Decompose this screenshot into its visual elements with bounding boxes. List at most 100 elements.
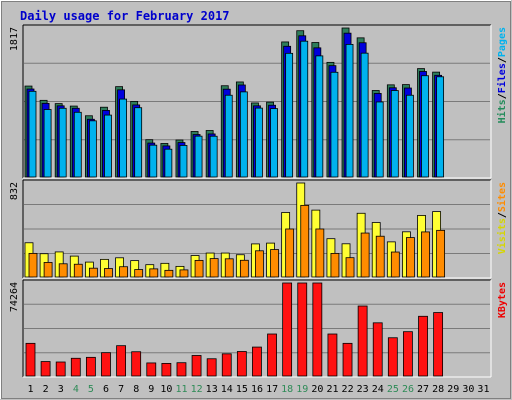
x-tick-label-7: 7: [118, 384, 124, 395]
x-tick-label-28: 28: [432, 384, 444, 395]
panel-max-label: 74264: [9, 282, 20, 312]
x-tick-label-6: 6: [103, 384, 109, 395]
bar-pages-day-24: [375, 101, 384, 178]
series-kbytes: [25, 282, 444, 377]
bar-sites-day-15: [239, 259, 249, 278]
bar-pages-day-28: [436, 76, 445, 178]
series-label-files: Files: [496, 63, 508, 93]
bar-sites-day-8: [134, 269, 144, 278]
bar-sites-day-19: [300, 204, 310, 278]
bar-kbytes-day-5: [85, 356, 96, 377]
bar-sites-day-24: [375, 235, 385, 278]
bar-kbytes-day-9: [146, 362, 157, 377]
panel-series-labels: KBytes: [497, 282, 508, 318]
bar-kbytes-day-12: [191, 355, 202, 377]
bar-kbytes-day-11: [176, 362, 187, 377]
bar-pages-day-14: [224, 94, 233, 178]
bar-sites-day-7: [119, 266, 128, 278]
x-tick-label-21: 21: [326, 384, 338, 395]
bar-pages-day-4: [73, 111, 82, 178]
bar-pages-day-27: [421, 75, 429, 178]
bar-kbytes-day-10: [161, 363, 172, 377]
bar-pages-day-17: [270, 108, 278, 178]
x-tick-label-23: 23: [357, 384, 369, 395]
panel-series-labels: Hits/Files/Pages: [496, 27, 508, 123]
bar-kbytes-day-18: [282, 282, 293, 377]
bar-sites-day-18: [285, 228, 295, 278]
bar-sites-day-16: [255, 250, 264, 278]
bar-pages-day-5: [88, 120, 97, 178]
x-tick-label-16: 16: [251, 384, 263, 395]
bar-kbytes-day-14: [221, 353, 232, 377]
series-label-visits: Visits: [496, 218, 508, 254]
bar-kbytes-day-19: [297, 282, 308, 377]
bar-sites-day-14: [224, 258, 234, 278]
bar-kbytes-day-4: [70, 357, 81, 377]
bar-kbytes-day-1: [25, 342, 36, 377]
panel-sites-visits: 832 Visits/Sites: [9, 179, 508, 279]
x-tick-label-19: 19: [296, 384, 308, 395]
bar-kbytes-day-3: [55, 361, 66, 377]
bar-pages-day-6: [104, 114, 112, 178]
bar-kbytes-day-28: [433, 312, 444, 377]
x-tick-label-20: 20: [311, 384, 323, 395]
bar-sites-day-22: [345, 257, 355, 278]
panel-kbytes: 74264 KBytes: [9, 279, 508, 378]
x-tick-label-13: 13: [206, 384, 218, 395]
bar-sites-day-28: [436, 229, 446, 278]
bar-pages-day-12: [194, 135, 203, 178]
bar-kbytes-day-25: [387, 337, 398, 377]
bar-pages-day-15: [239, 91, 248, 178]
bar-pages-day-18: [285, 52, 294, 178]
bar-pages-day-2: [43, 109, 52, 178]
x-tick-label-15: 15: [236, 384, 248, 395]
chart-panels: 1817Hits/Files/Pages832Visits/Sites74264…: [9, 24, 508, 378]
bar-kbytes-day-23: [357, 305, 368, 377]
bar-pages-day-16: [255, 107, 263, 178]
bar-sites-day-12: [194, 259, 204, 278]
bar-kbytes-day-16: [252, 346, 262, 377]
bar-kbytes-day-15: [236, 351, 247, 377]
series-label-: /: [497, 57, 508, 63]
x-tick-label-18: 18: [281, 384, 293, 395]
bar-sites-day-3: [58, 263, 68, 278]
x-tick-label-26: 26: [402, 384, 414, 395]
x-tick-label-27: 27: [417, 384, 429, 395]
bar-kbytes-day-6: [101, 352, 111, 377]
panel-max-label: 832: [9, 182, 20, 200]
x-tick-label-14: 14: [221, 384, 233, 395]
bar-sites-day-6: [104, 268, 113, 278]
x-tick-label-31: 31: [477, 384, 489, 395]
bar-pages-day-10: [164, 148, 173, 178]
bar-sites-day-5: [88, 267, 98, 278]
bar-sites-day-4: [73, 263, 83, 278]
bar-pages-day-25: [390, 90, 399, 178]
x-tick-label-25: 25: [387, 384, 399, 395]
series-label-sites: Sites: [496, 182, 508, 212]
bar-sites-day-13: [209, 258, 219, 278]
x-tick-label-9: 9: [148, 384, 154, 395]
bar-kbytes-day-24: [372, 322, 383, 377]
bar-pages-day-11: [179, 145, 188, 178]
bar-pages-day-26: [406, 94, 414, 178]
bar-sites-day-21: [330, 252, 340, 278]
bar-pages-day-1: [28, 90, 37, 178]
bar-kbytes-day-7: [116, 345, 126, 377]
bar-kbytes-day-22: [342, 342, 353, 377]
x-tick-label-10: 10: [160, 384, 172, 395]
x-tick-label-24: 24: [372, 384, 384, 395]
bar-sites-day-20: [315, 228, 325, 278]
bar-sites-day-25: [390, 251, 400, 278]
bar-pages-day-9: [149, 144, 158, 178]
bar-kbytes-day-26: [403, 331, 413, 377]
bar-pages-day-7: [119, 98, 127, 178]
series-label-: /: [497, 212, 508, 218]
x-tick-label-2: 2: [43, 384, 49, 395]
bar-pages-day-20: [315, 55, 324, 178]
bar-pages-day-8: [134, 107, 143, 178]
series-sites: [28, 204, 446, 278]
